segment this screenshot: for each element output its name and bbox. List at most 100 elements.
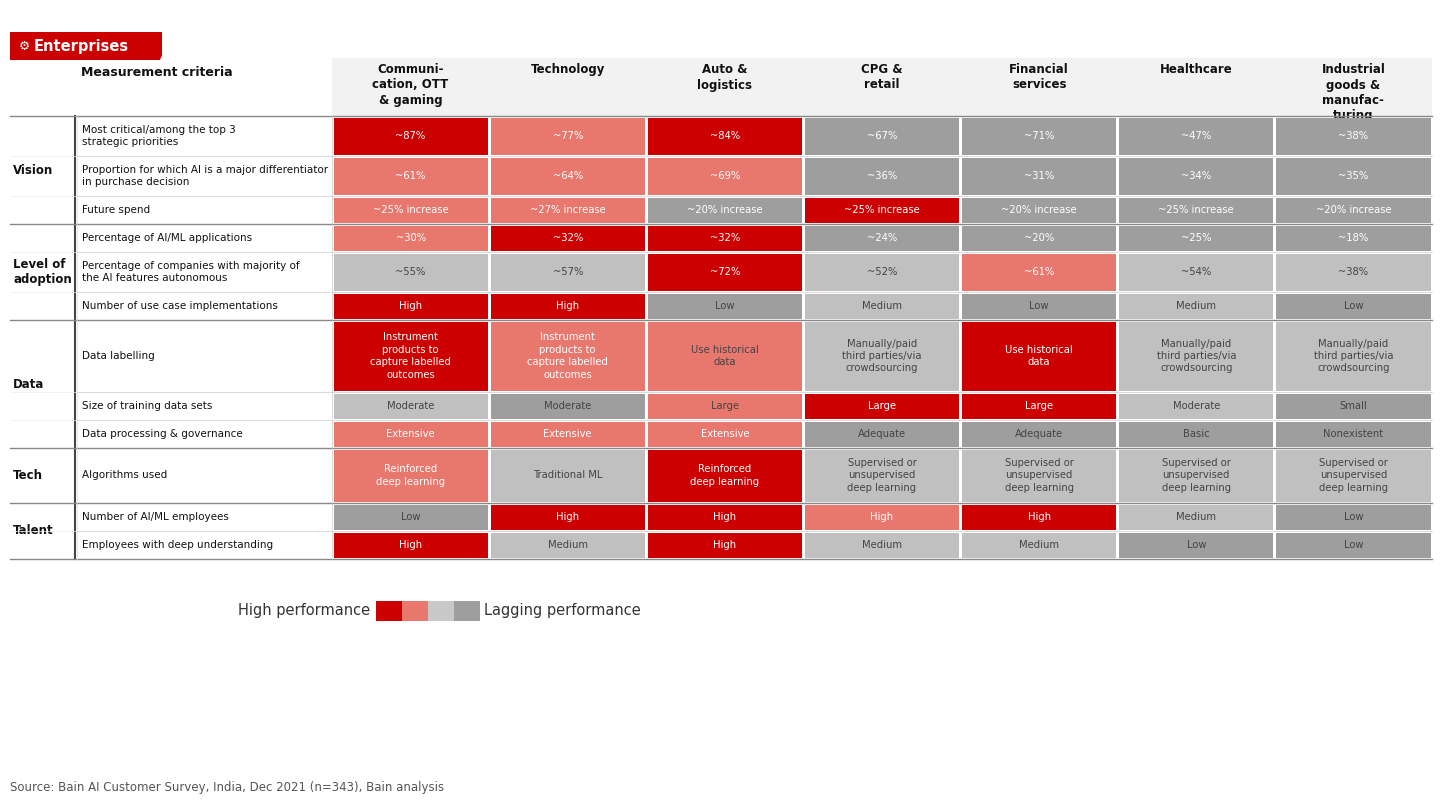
Text: Large: Large bbox=[868, 401, 896, 411]
Bar bbox=[491, 225, 645, 250]
Text: High: High bbox=[713, 512, 736, 522]
Bar bbox=[334, 450, 488, 501]
Text: Manually/paid
third parties/via
crowdsourcing: Manually/paid third parties/via crowdsou… bbox=[1313, 339, 1392, 373]
Bar bbox=[428, 601, 454, 621]
Text: ~32%: ~32% bbox=[710, 233, 740, 243]
Bar bbox=[334, 117, 488, 155]
Text: ~20% increase: ~20% increase bbox=[687, 205, 763, 215]
Bar bbox=[805, 293, 959, 318]
Bar bbox=[805, 254, 959, 291]
Bar bbox=[491, 322, 645, 390]
Text: Medium: Medium bbox=[547, 540, 588, 550]
Bar bbox=[962, 198, 1116, 223]
FancyBboxPatch shape bbox=[10, 32, 161, 60]
Text: ~25% increase: ~25% increase bbox=[844, 205, 920, 215]
Text: Employees with deep understanding: Employees with deep understanding bbox=[82, 540, 274, 550]
Bar bbox=[1276, 198, 1430, 223]
Text: ~38%: ~38% bbox=[1338, 267, 1368, 277]
Text: Low: Low bbox=[1344, 540, 1364, 550]
Text: Manually/paid
third parties/via
crowdsourcing: Manually/paid third parties/via crowdsou… bbox=[1156, 339, 1236, 373]
Bar bbox=[402, 601, 428, 621]
Text: ~84%: ~84% bbox=[710, 131, 740, 141]
Text: ~20%: ~20% bbox=[1024, 233, 1054, 243]
Bar bbox=[334, 505, 488, 530]
Text: Extensive: Extensive bbox=[543, 429, 592, 439]
Text: Percentage of companies with majority of
the AI features autonomous: Percentage of companies with majority of… bbox=[82, 261, 300, 283]
Bar bbox=[1276, 225, 1430, 250]
Text: Adequate: Adequate bbox=[1015, 429, 1063, 439]
Text: High: High bbox=[1028, 512, 1051, 522]
Text: High: High bbox=[556, 301, 579, 311]
Text: ~38%: ~38% bbox=[1338, 131, 1368, 141]
Text: High: High bbox=[870, 512, 894, 522]
Text: High: High bbox=[399, 301, 422, 311]
Bar bbox=[376, 601, 402, 621]
Bar bbox=[648, 117, 802, 155]
Bar bbox=[1276, 117, 1430, 155]
Bar bbox=[334, 254, 488, 291]
Bar bbox=[1119, 450, 1273, 501]
Bar bbox=[1119, 198, 1273, 223]
Bar bbox=[805, 117, 959, 155]
Bar bbox=[1119, 254, 1273, 291]
Text: Vision: Vision bbox=[13, 164, 53, 177]
Text: Traditional ML: Traditional ML bbox=[533, 471, 602, 480]
Text: Moderate: Moderate bbox=[544, 401, 592, 411]
Bar bbox=[805, 505, 959, 530]
Bar bbox=[76, 196, 333, 224]
Text: Data: Data bbox=[13, 377, 45, 390]
Text: Use historical
data: Use historical data bbox=[1005, 345, 1073, 367]
Text: ~20% increase: ~20% increase bbox=[1001, 205, 1077, 215]
Text: Instrument
products to
capture labelled
outcomes: Instrument products to capture labelled … bbox=[527, 332, 608, 380]
Bar bbox=[334, 293, 488, 318]
Bar bbox=[648, 293, 802, 318]
Bar bbox=[962, 225, 1116, 250]
Text: Low: Low bbox=[1187, 540, 1207, 550]
Bar bbox=[1119, 394, 1273, 419]
Text: ~36%: ~36% bbox=[867, 171, 897, 181]
Text: Tech: Tech bbox=[13, 469, 43, 482]
Text: Algorithms used: Algorithms used bbox=[82, 471, 167, 480]
Text: Extensive: Extensive bbox=[386, 429, 435, 439]
Bar bbox=[1119, 293, 1273, 318]
Text: ~25% increase: ~25% increase bbox=[373, 205, 448, 215]
Bar bbox=[648, 505, 802, 530]
Bar bbox=[1276, 394, 1430, 419]
Bar bbox=[648, 198, 802, 223]
Bar bbox=[1276, 450, 1430, 501]
Text: ~32%: ~32% bbox=[553, 233, 583, 243]
Bar bbox=[76, 420, 333, 448]
Bar bbox=[334, 394, 488, 419]
Text: Medium: Medium bbox=[1020, 540, 1060, 550]
Bar bbox=[648, 322, 802, 390]
Bar bbox=[491, 450, 645, 501]
Bar bbox=[1276, 421, 1430, 446]
Text: High: High bbox=[713, 540, 736, 550]
Text: Enterprises: Enterprises bbox=[35, 39, 130, 53]
Bar bbox=[76, 116, 333, 156]
Text: ~27% increase: ~27% increase bbox=[530, 205, 606, 215]
Bar bbox=[334, 421, 488, 446]
Bar bbox=[491, 117, 645, 155]
Bar bbox=[76, 224, 333, 252]
Bar bbox=[1276, 157, 1430, 194]
Bar bbox=[491, 293, 645, 318]
Text: Medium: Medium bbox=[863, 301, 901, 311]
Text: ~67%: ~67% bbox=[867, 131, 897, 141]
Text: Most critical/among the top 3
strategic priorities: Most critical/among the top 3 strategic … bbox=[82, 125, 236, 147]
Bar bbox=[454, 601, 480, 621]
Text: ~64%: ~64% bbox=[553, 171, 583, 181]
Text: Financial
services: Financial services bbox=[1009, 63, 1068, 92]
Text: Low: Low bbox=[716, 301, 734, 311]
Text: Large: Large bbox=[711, 401, 739, 411]
Bar bbox=[1276, 532, 1430, 557]
Text: ~47%: ~47% bbox=[1181, 131, 1211, 141]
Text: ~54%: ~54% bbox=[1181, 267, 1211, 277]
Text: Use historical
data: Use historical data bbox=[691, 345, 759, 367]
Text: Talent: Talent bbox=[13, 525, 53, 538]
Text: Large: Large bbox=[1025, 401, 1053, 411]
Text: Basic: Basic bbox=[1184, 429, 1210, 439]
Bar bbox=[76, 503, 333, 531]
Bar bbox=[962, 450, 1116, 501]
Bar bbox=[962, 322, 1116, 390]
